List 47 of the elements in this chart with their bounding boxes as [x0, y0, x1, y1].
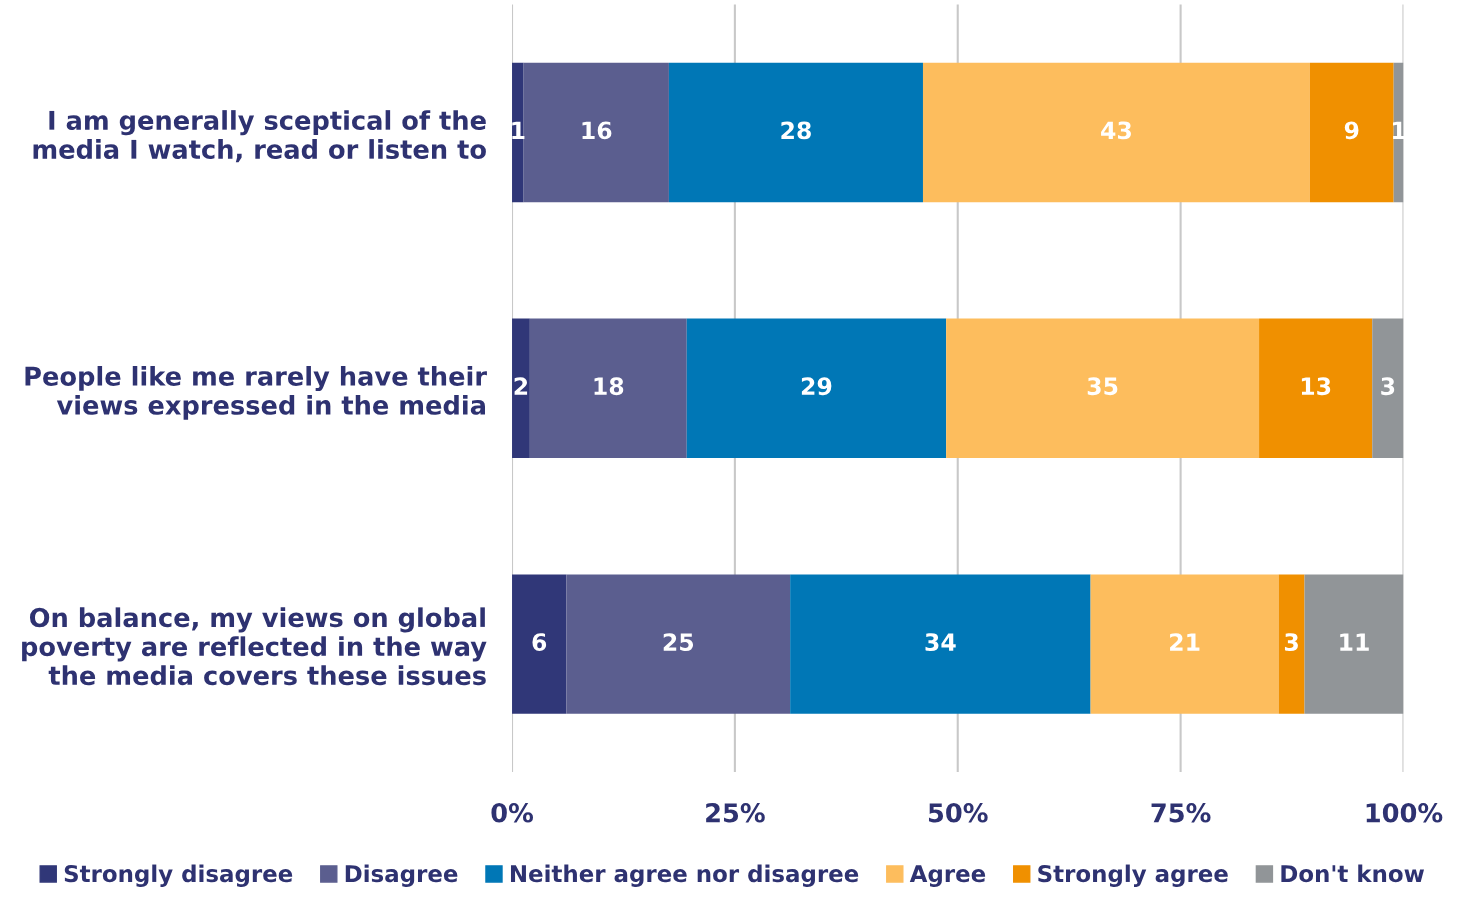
bar: [529, 318, 687, 459]
legend-label: Disagree: [345, 864, 458, 887]
data-label: 1: [512, 121, 525, 139]
x-tick-label: 25%: [706, 803, 765, 823]
data-label: 18: [594, 377, 624, 396]
bar: [512, 574, 567, 714]
bar: [686, 318, 947, 459]
y-tick-label: On balance, my views on global poverty are reflected in the way the media covers these issues: [22, 607, 487, 686]
data-label: 9: [1344, 121, 1359, 140]
bar: [668, 62, 923, 203]
legend-label: Don't know: [1281, 864, 1425, 883]
data-label: 3: [1284, 633, 1298, 651]
data-label: 43: [1101, 121, 1131, 140]
bar: [946, 318, 1260, 459]
data-label: 21: [1170, 633, 1200, 651]
bar: [1304, 574, 1404, 714]
data-label: 2: [514, 377, 528, 395]
bar: [523, 62, 669, 203]
legend-label: Strongly agree: [1038, 864, 1228, 887]
x-tick-label: 75%: [1151, 803, 1211, 823]
bar: [1372, 318, 1404, 459]
data-label: 35: [1087, 377, 1118, 396]
bar: [566, 574, 791, 714]
x-tick-label: 0%: [491, 803, 534, 823]
bar: [1309, 62, 1394, 203]
legend-label: Agree: [909, 865, 986, 887]
data-label: 13: [1301, 377, 1331, 396]
data-label: 11: [1340, 633, 1369, 651]
y-tick-label: I am generally sceptical of the media I watch, read or listen to: [33, 110, 486, 163]
data-label: 28: [781, 121, 811, 140]
bar: [512, 318, 530, 459]
legend-label: Strongly disagree: [64, 864, 293, 887]
data-label: 16: [582, 121, 612, 140]
y-tick-label: People like me rarely have their views expressed in the media: [25, 365, 487, 420]
data-label: 34: [925, 633, 956, 651]
bar: [1259, 318, 1373, 459]
bar: [1278, 574, 1305, 714]
data-label: 25: [663, 633, 694, 651]
bar: [922, 62, 1310, 203]
x-tick-label: 50%: [928, 803, 988, 823]
x-tick-label: 100%: [1366, 803, 1443, 823]
data-label: 3: [1381, 377, 1395, 396]
data-label: 6: [532, 633, 547, 651]
bar: [790, 574, 1091, 714]
bar: [1090, 574, 1279, 714]
data-label: 29: [801, 377, 832, 396]
legend-label: Neither agree nor disagree: [510, 864, 859, 887]
